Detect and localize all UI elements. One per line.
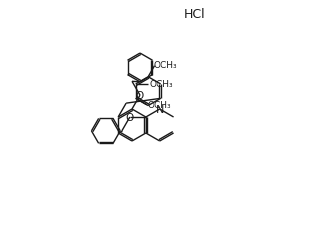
Text: OCH₃: OCH₃ bbox=[154, 61, 177, 70]
Text: O: O bbox=[126, 112, 134, 122]
Text: N: N bbox=[155, 105, 164, 115]
Text: OCH₃: OCH₃ bbox=[150, 80, 173, 89]
Text: HCl: HCl bbox=[184, 7, 206, 20]
Text: OCH₃: OCH₃ bbox=[148, 101, 172, 110]
Text: O: O bbox=[136, 91, 144, 101]
